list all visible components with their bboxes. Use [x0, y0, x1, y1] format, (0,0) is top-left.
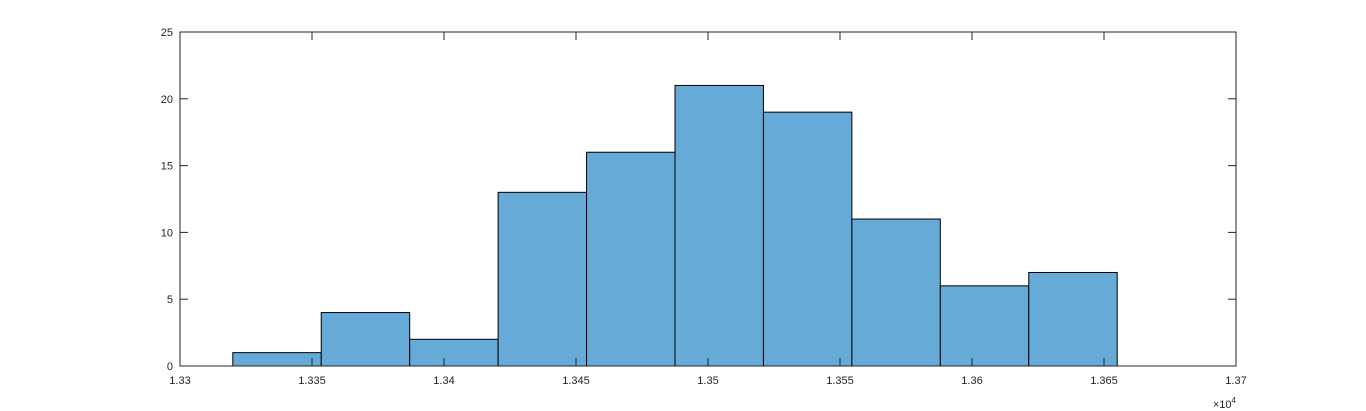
x-axis-exponent: ×104	[1213, 396, 1237, 411]
x-tick-label: 1.36	[961, 375, 982, 387]
y-tick-label: 5	[167, 294, 173, 306]
histogram-bars	[232, 84, 1118, 367]
x-tick-label: 1.34	[433, 375, 454, 387]
histogram-bar	[939, 285, 1030, 367]
y-tick-label: 0	[167, 361, 173, 373]
x-axis-exponent-base: ×10	[1213, 399, 1232, 411]
histogram-bar	[497, 191, 588, 367]
x-tick-label: 1.345	[562, 375, 590, 387]
y-tick-label: 10	[161, 227, 173, 239]
y-tick-label: 15	[161, 161, 173, 173]
histogram-bar	[409, 338, 499, 367]
x-tick-label: 1.365	[1090, 375, 1118, 387]
histogram-bar	[674, 84, 764, 367]
x-tick-label: 1.355	[826, 375, 854, 387]
x-tick-label: 1.33	[169, 375, 190, 387]
x-tick-label: 1.37	[1225, 375, 1246, 387]
y-tick-label: 25	[161, 27, 173, 39]
x-axis-exponent-power: 4	[1232, 396, 1237, 405]
histogram-bar	[232, 352, 322, 367]
y-axis-ticks: 0 5 10 15 20 25	[161, 27, 1236, 373]
histogram-bar	[1028, 271, 1118, 367]
x-tick-label: 1.335	[298, 375, 326, 387]
y-tick-label: 20	[161, 94, 173, 106]
histogram-bar	[320, 312, 411, 367]
histogram-bar	[586, 151, 676, 367]
histogram-bar	[762, 111, 853, 367]
x-axis-ticks: 1.33 1.335 1.34 1.345 1.35 1.355 1.36 1.365 1.37	[169, 32, 1247, 387]
histogram-bar	[851, 218, 941, 367]
x-tick-label: 1.35	[697, 375, 718, 387]
